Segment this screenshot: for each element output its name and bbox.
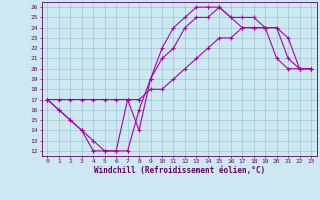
X-axis label: Windchill (Refroidissement éolien,°C): Windchill (Refroidissement éolien,°C)	[94, 166, 265, 175]
